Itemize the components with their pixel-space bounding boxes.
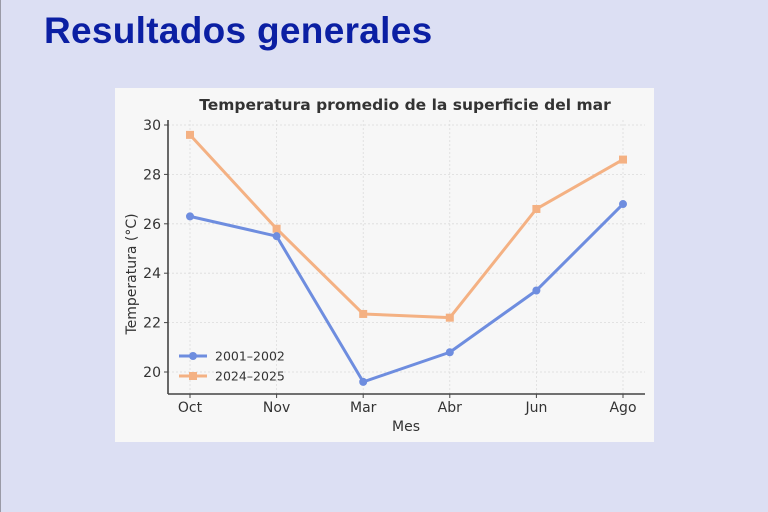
x-tick-label: Nov [263,400,290,416]
axes: 20 22 24 26 28 30 Oct Nov Mar Abr Jun Ago [143,118,645,416]
left-edge-border [0,0,1,512]
series-2024–2025 [186,130,627,322]
data-point [272,224,281,233]
x-axis-label: Mes [392,419,420,435]
y-tick-label: 22 [143,316,161,332]
y-tick-label: 26 [143,217,161,233]
data-point [532,204,541,213]
data-point [186,130,194,139]
legend-marker-icon [189,352,197,360]
data-point [619,155,627,164]
y-axis-label: Temperatura (°C) [124,213,140,335]
y-tick-label: 24 [143,266,161,282]
line-chart: Temperatura promedio de la superficie de… [124,96,645,435]
grid-lines [168,120,645,394]
legend: 2001–2002 2024–2025 [179,349,285,384]
x-tick-label: Mar [350,400,377,416]
data-point [359,309,368,318]
chart-title: Temperatura promedio de la superficie de… [199,96,611,114]
x-tick-label: Ago [609,400,636,416]
y-tick-label: 30 [143,118,161,134]
data-point [445,313,454,322]
y-tick-label: 28 [143,167,161,183]
data-point [445,348,454,357]
x-tick-label: Jun [524,400,547,416]
legend-marker-icon [189,372,197,380]
y-tick-label: 20 [143,365,161,381]
chart-panel: Temperatura promedio de la superficie de… [115,88,654,442]
data-point [186,212,194,221]
legend-label: 2001–2002 [215,349,285,364]
legend-label: 2024–2025 [215,369,285,384]
x-tick-label: Oct [178,400,203,416]
data-point [359,377,368,386]
x-tick-label: Abr [438,400,462,416]
series-2001–2002 [186,200,627,386]
data-point [619,200,627,209]
data-series [186,130,627,386]
page-title: Resultados generales [44,10,433,51]
data-point [272,232,281,241]
data-point [532,286,541,295]
